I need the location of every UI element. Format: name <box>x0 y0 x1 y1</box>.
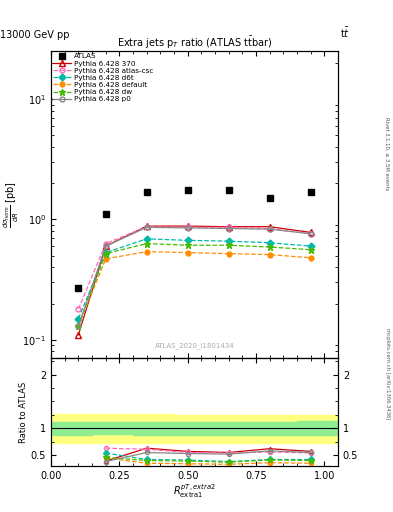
Line: Pythia 6.428 default: Pythia 6.428 default <box>76 249 313 329</box>
Y-axis label: $\frac{d\sigma_{norm}}{dR}$ [pb]: $\frac{d\sigma_{norm}}{dR}$ [pb] <box>2 181 21 228</box>
Pythia 6.428 default <box>308 254 313 261</box>
ATLAS <box>76 285 81 291</box>
Pythia 6.428 default <box>267 251 272 258</box>
Pythia 6.428 dw <box>308 247 313 253</box>
Text: Rivet 3.1.10, ≥ 3.5M events: Rivet 3.1.10, ≥ 3.5M events <box>385 117 389 190</box>
Legend: ATLAS, Pythia 6.428 370, Pythia 6.428 atlas-csc, Pythia 6.428 d6t, Pythia 6.428 : ATLAS, Pythia 6.428 370, Pythia 6.428 at… <box>53 53 154 102</box>
X-axis label: $R_{\rm extra1}^{pT,extra2}$: $R_{\rm extra1}^{pT,extra2}$ <box>173 482 216 500</box>
Pythia 6.428 d6t <box>267 240 272 246</box>
Pythia 6.428 370 <box>226 224 231 230</box>
Pythia 6.428 d6t <box>144 236 149 242</box>
Line: Pythia 6.428 dw: Pythia 6.428 dw <box>75 240 314 330</box>
Pythia 6.428 atlas-csc <box>308 231 313 237</box>
Pythia 6.428 370 <box>144 223 149 229</box>
Pythia 6.428 dw <box>267 244 272 250</box>
Pythia 6.428 p0 <box>226 225 231 231</box>
Pythia 6.428 default <box>76 323 81 329</box>
Pythia 6.428 370 <box>185 223 190 229</box>
Pythia 6.428 dw <box>144 241 149 247</box>
Line: Pythia 6.428 d6t: Pythia 6.428 d6t <box>76 237 313 321</box>
Pythia 6.428 dw <box>103 250 108 257</box>
Pythia 6.428 dw <box>76 323 81 329</box>
ATLAS <box>308 188 313 195</box>
Pythia 6.428 d6t <box>226 238 231 244</box>
ATLAS <box>226 187 231 193</box>
Pythia 6.428 default <box>103 256 108 262</box>
Y-axis label: Ratio to ATLAS: Ratio to ATLAS <box>19 381 28 443</box>
Pythia 6.428 atlas-csc <box>267 225 272 231</box>
Pythia 6.428 p0 <box>185 225 190 231</box>
Pythia 6.428 p0 <box>103 243 108 249</box>
ATLAS <box>144 188 149 195</box>
Text: 13000 GeV pp: 13000 GeV pp <box>0 30 70 40</box>
Pythia 6.428 atlas-csc <box>226 224 231 230</box>
Pythia 6.428 p0 <box>144 224 149 230</box>
Line: Pythia 6.428 p0: Pythia 6.428 p0 <box>76 225 313 329</box>
Pythia 6.428 atlas-csc <box>76 306 81 312</box>
Pythia 6.428 d6t <box>76 315 81 322</box>
Line: Pythia 6.428 370: Pythia 6.428 370 <box>75 223 314 337</box>
Text: ATLAS_2020_I1801434: ATLAS_2020_I1801434 <box>155 343 234 349</box>
Pythia 6.428 d6t <box>103 249 108 255</box>
Pythia 6.428 d6t <box>308 243 313 249</box>
Pythia 6.428 default <box>185 249 190 255</box>
Pythia 6.428 atlas-csc <box>103 241 108 247</box>
Pythia 6.428 370 <box>267 224 272 230</box>
ATLAS <box>103 211 108 218</box>
Pythia 6.428 d6t <box>185 237 190 243</box>
Text: t$\bar{t}$: t$\bar{t}$ <box>340 27 350 40</box>
Pythia 6.428 atlas-csc <box>144 224 149 230</box>
Pythia 6.428 default <box>226 250 231 257</box>
Pythia 6.428 atlas-csc <box>185 224 190 230</box>
ATLAS <box>267 195 272 201</box>
ATLAS <box>185 187 190 193</box>
Pythia 6.428 default <box>144 248 149 254</box>
Pythia 6.428 p0 <box>267 226 272 232</box>
Pythia 6.428 370 <box>308 229 313 236</box>
Pythia 6.428 p0 <box>76 323 81 329</box>
Pythia 6.428 p0 <box>308 231 313 237</box>
Pythia 6.428 370 <box>103 243 108 249</box>
Title: Extra jets p$_T$ ratio (ATLAS t$\bar{\rm t}$bar): Extra jets p$_T$ ratio (ATLAS t$\bar{\rm… <box>117 35 272 51</box>
Pythia 6.428 370 <box>76 332 81 338</box>
Line: Pythia 6.428 atlas-csc: Pythia 6.428 atlas-csc <box>76 224 313 311</box>
Line: ATLAS: ATLAS <box>75 187 314 291</box>
Pythia 6.428 dw <box>185 242 190 248</box>
Text: mcplots.cern.ch [arXiv:1306.3436]: mcplots.cern.ch [arXiv:1306.3436] <box>385 328 389 419</box>
Pythia 6.428 dw <box>226 242 231 248</box>
